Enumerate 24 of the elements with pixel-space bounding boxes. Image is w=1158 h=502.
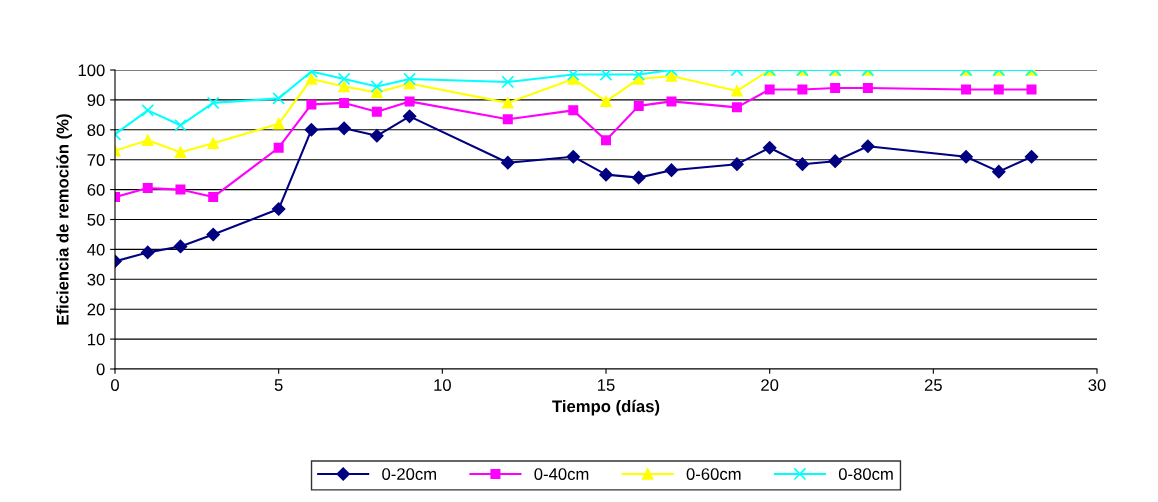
y-axis-title: Eficiencia de remoción (%) <box>56 114 72 325</box>
y-tick-label: 90 <box>87 94 105 107</box>
y-tick-label: 60 <box>87 184 105 196</box>
y-tick-label: 70 <box>87 154 105 166</box>
x-axis-title: Tiempo (días) <box>552 399 660 416</box>
legend-label: 0-80cm <box>838 468 893 480</box>
x-tick-label: 10 <box>434 379 451 391</box>
y-tick-label: 30 <box>87 273 105 286</box>
y-tick-label: 50 <box>87 213 105 226</box>
x-tick-label: 20 <box>761 379 779 391</box>
y-tick-label: 40 <box>87 243 105 256</box>
legend-label: 0-60cm <box>686 468 741 480</box>
y-tick-label: 0 <box>96 363 105 376</box>
x-tick-label: 0 <box>111 379 119 391</box>
y-tick-label: 20 <box>87 303 105 316</box>
y-tick-label: 80 <box>87 124 105 136</box>
x-tick-label: 30 <box>1088 379 1106 391</box>
x-tick-label: 25 <box>924 379 942 391</box>
y-tick-label: 100 <box>78 64 105 77</box>
y-tick-label: 10 <box>88 333 105 346</box>
x-tick-label: 15 <box>598 379 615 391</box>
legend-label: 0-40cm <box>534 468 589 480</box>
x-tick-label: 5 <box>274 379 283 391</box>
legend-label: 0-20cm <box>382 468 436 480</box>
